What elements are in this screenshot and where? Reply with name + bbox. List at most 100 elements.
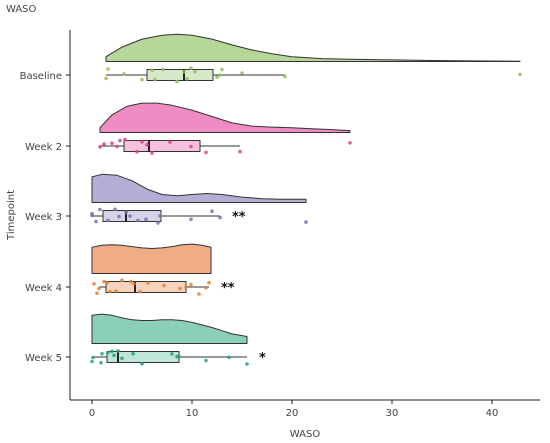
- data-point: [189, 217, 193, 222]
- data-point: [215, 75, 219, 79]
- data-point: [168, 140, 172, 144]
- axes-layer: [69, 30, 540, 401]
- data-point: [238, 149, 242, 154]
- data-point: [95, 291, 99, 296]
- data-point: [140, 362, 144, 366]
- data-point: [240, 71, 244, 75]
- data-point: [175, 79, 179, 84]
- data-point: [145, 143, 149, 147]
- data-point: [156, 221, 160, 225]
- box-week-2: [123, 140, 201, 152]
- data-point: [108, 289, 112, 294]
- data-point: [189, 66, 193, 70]
- data-point: [106, 218, 110, 223]
- data-point: [131, 351, 135, 356]
- data-point: [100, 351, 104, 356]
- x-tick-label: 10: [186, 408, 199, 419]
- data-point: [97, 286, 101, 291]
- data-point: [140, 140, 144, 144]
- data-point: [207, 280, 211, 285]
- data-point: [146, 281, 150, 285]
- data-point: [150, 68, 154, 72]
- box-baseline: [146, 69, 214, 81]
- x-tick-label: 40: [486, 408, 499, 419]
- data-point: [106, 67, 110, 71]
- data-point: [227, 355, 231, 360]
- data-point: [123, 137, 127, 142]
- data-point: [162, 283, 166, 288]
- data-point: [91, 355, 95, 360]
- significance-marker: **: [221, 281, 235, 296]
- data-point: [115, 144, 119, 149]
- data-point: [150, 151, 154, 155]
- data-point: [218, 73, 222, 77]
- data-point: [178, 286, 182, 291]
- significance-marker: **: [232, 210, 246, 225]
- y-tick-label: Baseline: [20, 71, 62, 82]
- density-cloud-week-2: [99, 102, 351, 133]
- data-point: [197, 292, 201, 296]
- data-point: [204, 150, 208, 155]
- data-point: [124, 210, 128, 215]
- data-point: [120, 278, 124, 283]
- data-point: [98, 207, 102, 212]
- chart-title: WASO: [6, 4, 37, 15]
- x-tick-label: 0: [89, 408, 95, 419]
- data-point: [106, 350, 110, 355]
- data-point: [518, 72, 522, 77]
- data-point: [204, 358, 208, 363]
- data-point: [184, 285, 188, 289]
- data-point: [185, 77, 189, 81]
- data-point: [102, 279, 106, 284]
- density-layer: [91, 33, 521, 344]
- density-cloud-week-4: [91, 243, 212, 274]
- y-tick-label: Week 3: [25, 212, 62, 223]
- data-point: [218, 215, 222, 220]
- data-point: [120, 356, 124, 361]
- data-point: [129, 279, 133, 284]
- data-point: [189, 282, 193, 287]
- data-point: [94, 219, 98, 224]
- data-point: [140, 77, 144, 82]
- significance-marker: *: [259, 351, 266, 366]
- data-point: [182, 70, 186, 74]
- data-point: [112, 353, 116, 358]
- data-point: [210, 209, 214, 213]
- significance-layer: *****: [221, 210, 266, 366]
- density-cloud-baseline: [105, 33, 521, 62]
- data-point: [122, 72, 126, 76]
- data-point: [102, 142, 106, 146]
- data-point: [113, 207, 117, 212]
- data-point: [177, 354, 181, 359]
- data-point: [98, 145, 102, 149]
- y-tick-label: Week 5: [25, 353, 62, 364]
- data-point: [245, 362, 249, 366]
- data-point: [117, 214, 121, 219]
- data-point: [128, 214, 132, 218]
- points-layer: [90, 66, 522, 366]
- ticks-layer: Baseline Week 2 Week 3 Week 4 Week 5 0 10 20 30 4…: [20, 71, 499, 419]
- data-point: [90, 211, 94, 216]
- data-point: [304, 220, 308, 224]
- data-point: [135, 149, 139, 154]
- data-point: [105, 281, 109, 285]
- data-point: [220, 67, 224, 72]
- x-tick-label: 30: [386, 408, 399, 419]
- data-point: [114, 289, 118, 293]
- data-point: [348, 141, 352, 145]
- data-point: [92, 282, 96, 286]
- data-point: [204, 286, 208, 290]
- box-week-4: [105, 281, 187, 293]
- x-tick-label: 20: [286, 408, 299, 419]
- y-tick-label: Week 4: [25, 283, 62, 294]
- data-point: [99, 360, 103, 365]
- data-point: [283, 74, 287, 79]
- x-axis-title: WASO: [290, 429, 321, 440]
- data-point: [132, 282, 136, 286]
- y-axis-title: Timepoint: [6, 190, 17, 241]
- boxplot-layer: [92, 69, 285, 363]
- data-point: [189, 144, 193, 149]
- density-cloud-week-3: [91, 173, 307, 203]
- data-point: [170, 352, 174, 356]
